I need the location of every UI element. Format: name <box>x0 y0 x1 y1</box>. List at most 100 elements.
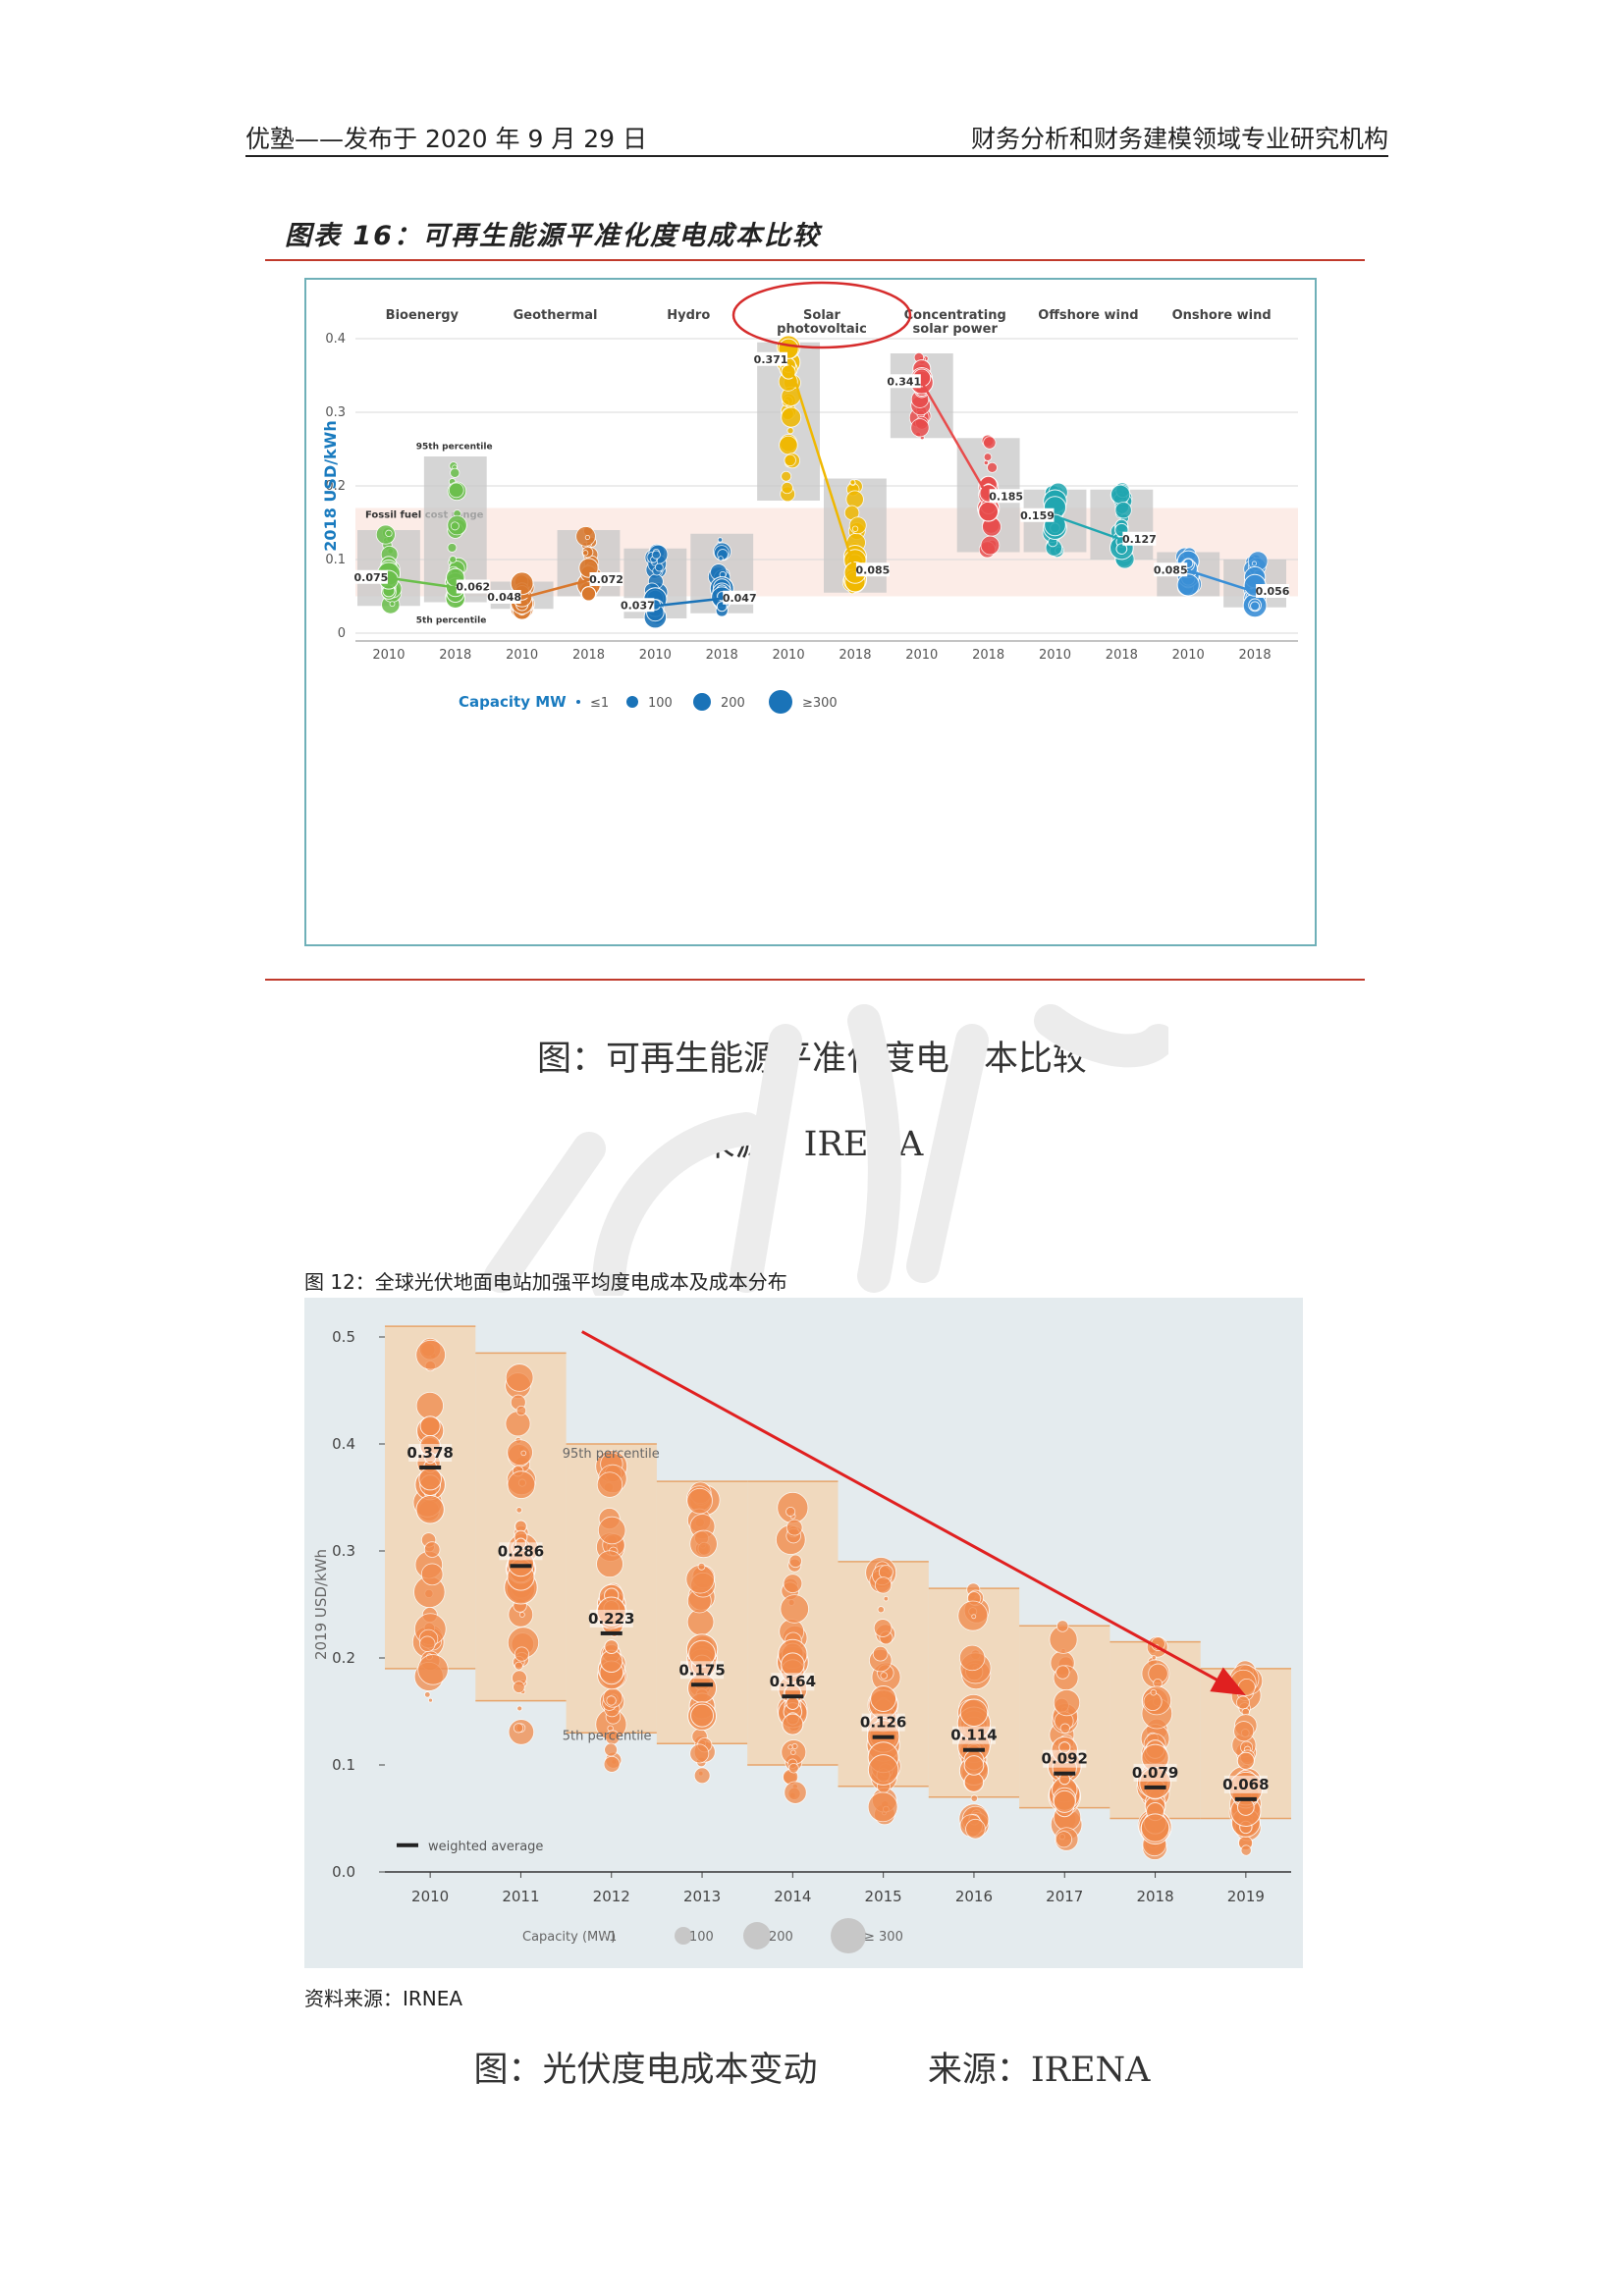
group-label: Geothermal <box>514 308 598 323</box>
y-tick-label: 0.0 <box>332 1863 355 1881</box>
capacity-bubble <box>447 543 458 553</box>
value-label: 0.062 <box>456 581 490 594</box>
weighted-average-marker <box>600 1630 623 1635</box>
x-tick-label: 2012 <box>593 1888 630 1905</box>
capacity-bubble <box>419 1635 436 1652</box>
capacity-bubble <box>1055 1831 1073 1848</box>
capacity-bubble <box>845 490 864 508</box>
capacity-bubble <box>604 1639 620 1655</box>
value-label-bg <box>589 572 623 586</box>
header-right: 财务分析和财务建模领域专业研究机构 <box>970 125 1388 153</box>
legend-title: Capacity MW <box>459 693 567 711</box>
capacity-bubble <box>584 534 590 541</box>
legend-label: 200 <box>721 696 745 711</box>
capacity-bubble <box>870 1685 897 1712</box>
group-label: Onshore wind <box>1172 308 1272 323</box>
legend-label: ≥300 <box>802 696 838 711</box>
capacity-bubble <box>848 516 867 535</box>
group-label: Concentrating <box>904 308 1006 323</box>
legend-bubble <box>576 700 580 704</box>
x-tick-label: 2018 <box>706 648 738 663</box>
capacity-bubble <box>1236 1751 1255 1770</box>
x-tick-label: 2018 <box>439 648 471 663</box>
weighted-average-marker <box>962 1747 985 1752</box>
capacity-bubble <box>849 479 856 486</box>
value-label-bg <box>1256 584 1290 598</box>
capacity-bubble <box>874 1576 893 1594</box>
capacity-bubble <box>697 1562 706 1571</box>
header-left: 优塾——发布于 2020 年 9 月 29 日 <box>245 125 648 153</box>
legend-weighted-label: weighted average <box>428 1840 543 1854</box>
capacity-bubble <box>717 537 724 543</box>
capacity-bubble <box>910 418 930 438</box>
x-tick-label: 2010 <box>1172 648 1205 663</box>
capacity-bubble <box>420 1563 444 1586</box>
capacity-bubble <box>718 556 724 561</box>
value-label: 0.126 <box>860 1714 906 1732</box>
weighted-average-marker <box>782 1694 804 1699</box>
capacity-bubble <box>983 436 997 450</box>
capacity-bubble <box>867 1791 898 1823</box>
capacity-bubble <box>507 1439 533 1467</box>
value-label: 0.092 <box>1042 1750 1088 1768</box>
weighted-average-marker <box>510 1564 532 1569</box>
value-label: 0.175 <box>678 1661 725 1679</box>
x-tick-label: 2013 <box>683 1888 721 1905</box>
y-tick-label: 0.4 <box>325 332 346 347</box>
group-label: Hydro <box>667 308 710 323</box>
legend-label: ≤1 <box>590 696 609 711</box>
y-axis-label: 2018 USD/kWh <box>321 420 340 551</box>
value-label: 0.164 <box>770 1673 816 1690</box>
capacity-bubble <box>693 1767 711 1785</box>
value-label: 0.048 <box>487 591 521 604</box>
trend-arrow-line <box>581 1330 1221 1683</box>
x-tick-label: 2018 <box>839 648 871 663</box>
y-tick-label: 0.3 <box>332 1542 355 1560</box>
capacity-bubble <box>418 1467 442 1491</box>
capacity-bubble <box>513 1723 524 1734</box>
y-tick-label: 0.2 <box>332 1649 355 1667</box>
y-tick-label: 0 <box>338 626 346 641</box>
x-tick-label: 2016 <box>955 1888 993 1905</box>
legend-label: ≥ 300 <box>864 1930 903 1945</box>
capacity-bubble <box>959 1698 989 1728</box>
value-label: 0.378 <box>406 1444 453 1462</box>
capacity-bubble <box>971 1614 977 1620</box>
legend-label: 100 <box>648 696 673 711</box>
weighted-average-marker <box>419 1465 442 1469</box>
capacity-bubble <box>781 406 802 428</box>
x-tick-label: 2019 <box>1227 1888 1265 1905</box>
capacity-bubble <box>419 1415 441 1437</box>
capacity-bubble <box>785 1506 796 1518</box>
capacity-bubble <box>520 1450 527 1457</box>
capacity-bubble <box>448 482 464 499</box>
value-label: 0.068 <box>1222 1776 1269 1793</box>
value-label: 0.056 <box>1256 585 1290 598</box>
capacity-bubble <box>785 1519 803 1536</box>
capacity-bubble <box>428 1697 433 1703</box>
figure12-title: 图 12：全球光伏地面电站加强平均度电成本及成本分布 <box>304 1270 787 1294</box>
capacity-bubble <box>389 601 396 608</box>
capacity-bubble <box>582 550 589 557</box>
capacity-bubble <box>505 1363 534 1392</box>
figure16-caption: 图：可再生能源平准化度电成本比较 <box>536 1040 1087 1079</box>
capacity-bubble <box>1251 561 1258 566</box>
highlight-circle <box>731 281 912 349</box>
group-label: Offshore wind <box>1038 308 1138 323</box>
value-label-bg <box>771 1673 815 1691</box>
group-label: solar power <box>913 322 999 337</box>
x-tick-label: 2010 <box>905 648 938 663</box>
value-label-bg <box>499 1542 543 1561</box>
capacity-bubble <box>515 1405 527 1416</box>
x-tick-label: 2018 <box>1239 648 1272 663</box>
trend-line <box>920 381 990 498</box>
capacity-bubble <box>514 1661 523 1671</box>
x-tick-label: 2010 <box>773 648 805 663</box>
x-tick-label: 2015 <box>865 1888 902 1905</box>
legend-bubble <box>675 1927 692 1945</box>
capacity-bubble <box>515 1507 522 1514</box>
figure12-caption-left: 图：光伏度电成本变动 <box>473 2051 818 2090</box>
capacity-bubble <box>1150 1688 1158 1696</box>
lcoe-renewables-svg: Fossil fuel cost range00.10.20.30.42018 … <box>321 281 1298 714</box>
capacity-bubble <box>781 470 792 482</box>
